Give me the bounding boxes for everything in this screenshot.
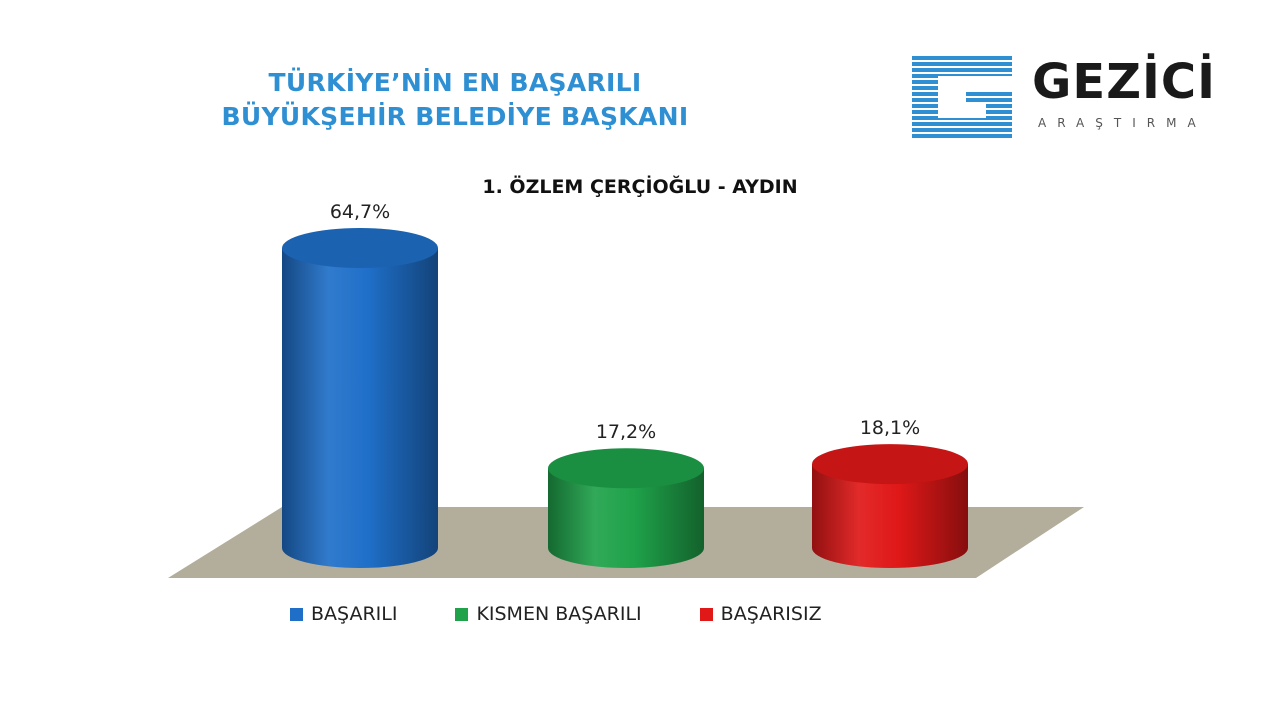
- gezici-logo: GEZİCİ ARAŞTIRMA: [912, 54, 1242, 144]
- bar-1: [548, 468, 704, 568]
- chart-legend: BAŞARILI KISMEN BAŞARILI BAŞARISIZ: [290, 600, 990, 628]
- bar-top-1: [548, 448, 704, 489]
- logo-name: GEZİCİ: [1032, 54, 1216, 110]
- legend-label: BAŞARILI: [311, 603, 398, 625]
- bar-0: [282, 248, 438, 568]
- chart-subtitle: 1. ÖZLEM ÇERÇİOĞLU - AYDIN: [482, 176, 798, 198]
- legend-swatch: [455, 607, 469, 621]
- legend-item-basarili: BAŞARILI: [290, 603, 397, 625]
- title-line-2: BÜYÜKŞEHİR BELEDİYE BAŞKANI: [221, 102, 689, 131]
- legend-swatch: [699, 607, 713, 621]
- logo-tagline: ARAŞTIRMA: [1038, 116, 1207, 130]
- chart-title: TÜRKİYE’NİN EN BAŞARILI BÜYÜKŞEHİR BELED…: [140, 66, 770, 134]
- title-line-1: TÜRKİYE’NİN EN BAŞARILI: [268, 68, 642, 97]
- gezici-logo-mark-icon: [912, 56, 1012, 138]
- data-label-0: 64,7%: [330, 201, 390, 223]
- legend-label: KISMEN BAŞARILI: [476, 603, 642, 625]
- legend-swatch: [290, 607, 303, 621]
- bar-top-0: [282, 228, 438, 268]
- data-label-1: 17,2%: [596, 421, 656, 443]
- legend-item-kismen-basarili: KISMEN BAŞARILI: [455, 603, 642, 625]
- bar-top-2: [812, 444, 968, 485]
- legend-item-basarisiz: BAŞARISIZ: [699, 603, 822, 625]
- legend-label: BAŞARISIZ: [720, 603, 822, 625]
- bar-2: [812, 464, 968, 568]
- data-label-2: 18,1%: [860, 417, 920, 439]
